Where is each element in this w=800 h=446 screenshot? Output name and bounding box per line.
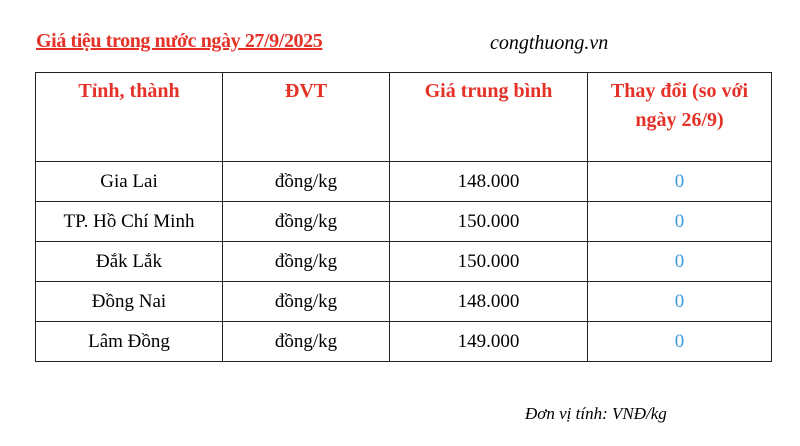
change: 0 bbox=[587, 321, 772, 362]
table-row: Gia Lai đồng/kg 148.000 0 bbox=[35, 161, 772, 202]
province: Gia Lai bbox=[35, 161, 223, 202]
price: 148.000 bbox=[389, 281, 588, 322]
price: 150.000 bbox=[389, 241, 588, 282]
table-row: TP. Hồ Chí Minh đồng/kg 150.000 0 bbox=[35, 201, 772, 242]
unit: đồng/kg bbox=[222, 321, 390, 362]
footnote: Đơn vị tính: VNĐ/kg bbox=[525, 404, 667, 423]
table-row: Đồng Nai đồng/kg 148.000 0 bbox=[35, 281, 772, 322]
header-change: Thay đổi (so với ngày 26/9) bbox=[587, 72, 772, 162]
change: 0 bbox=[587, 161, 772, 202]
province: Lâm Đồng bbox=[35, 321, 223, 362]
header-price: Giá trung bình bbox=[389, 72, 588, 162]
header-province: Tỉnh, thành bbox=[35, 72, 223, 162]
price: 148.000 bbox=[389, 161, 588, 202]
source-label: congthuong.vn bbox=[490, 32, 609, 54]
unit: đồng/kg bbox=[222, 201, 390, 242]
unit: đồng/kg bbox=[222, 281, 390, 322]
province: Đồng Nai bbox=[35, 281, 223, 322]
table-row: Lâm Đồng đồng/kg 149.000 0 bbox=[35, 321, 772, 362]
change: 0 bbox=[587, 241, 772, 282]
province: TP. Hồ Chí Minh bbox=[35, 201, 223, 242]
price: 150.000 bbox=[389, 201, 588, 242]
price-table: Tỉnh, thành ĐVT Giá trung bình Thay đổi … bbox=[35, 72, 772, 362]
table-row: Đắk Lắk đồng/kg 150.000 0 bbox=[35, 241, 772, 282]
table-header: Tỉnh, thành ĐVT Giá trung bình Thay đổi … bbox=[35, 72, 772, 162]
unit: đồng/kg bbox=[222, 161, 390, 202]
price: 149.000 bbox=[389, 321, 588, 362]
page-title: Giá tiệu trong nước ngày 27/9/2025 bbox=[36, 30, 323, 52]
change: 0 bbox=[587, 281, 772, 322]
unit: đồng/kg bbox=[222, 241, 390, 282]
province: Đắk Lắk bbox=[35, 241, 223, 282]
change: 0 bbox=[587, 201, 772, 242]
header-unit: ĐVT bbox=[222, 72, 390, 162]
